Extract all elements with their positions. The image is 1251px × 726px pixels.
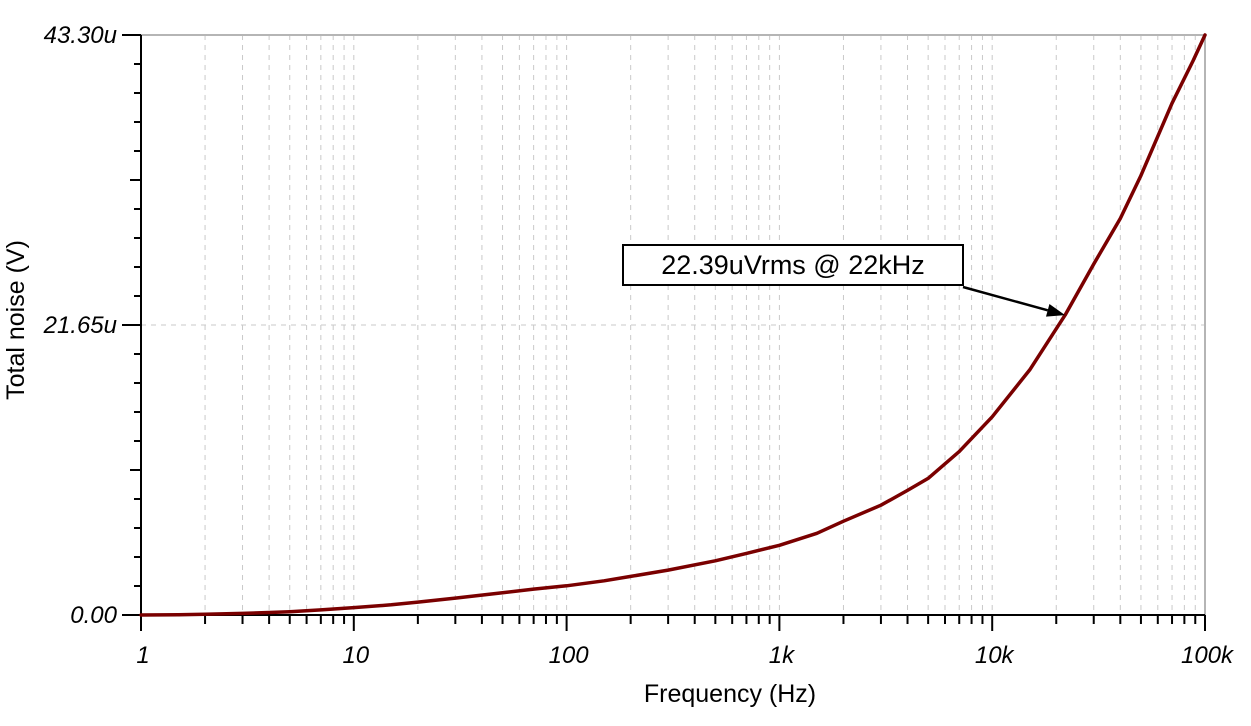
axes-and-ticks: [122, 34, 1206, 631]
gridlines: [141, 35, 1205, 615]
x-tick-label: 1: [136, 642, 149, 669]
y-tick-label: 21.65u: [43, 312, 117, 339]
x-tick-label: 10k: [975, 642, 1016, 669]
x-tick-label: 100: [549, 642, 590, 669]
noise-cursor-annotation[interactable]: 22.39uVrms @ 22kHz: [622, 244, 964, 286]
y-tick-label: 43.30u: [44, 22, 117, 49]
plot-border: [141, 34, 1206, 615]
total-noise-curve: [139, 33, 1207, 617]
annotation-arrow: [962, 285, 1066, 317]
y-tick-label: 0.00: [70, 602, 117, 629]
tick-labels: 0.00 21.65u 43.30u 1 10 100 1k 10k 100k: [43, 22, 1235, 669]
noise-curve-layer: [139, 33, 1207, 617]
x-tick-label: 10: [342, 642, 369, 669]
x-axis-title: Frequency (Hz): [644, 680, 816, 708]
y-axis-title: Total noise (V): [2, 240, 30, 400]
x-tick-label: 100k: [1181, 642, 1235, 669]
arrow-head: [1045, 304, 1066, 317]
arrow-shaft: [962, 285, 1049, 312]
x-tick-label: 1k: [769, 642, 796, 669]
